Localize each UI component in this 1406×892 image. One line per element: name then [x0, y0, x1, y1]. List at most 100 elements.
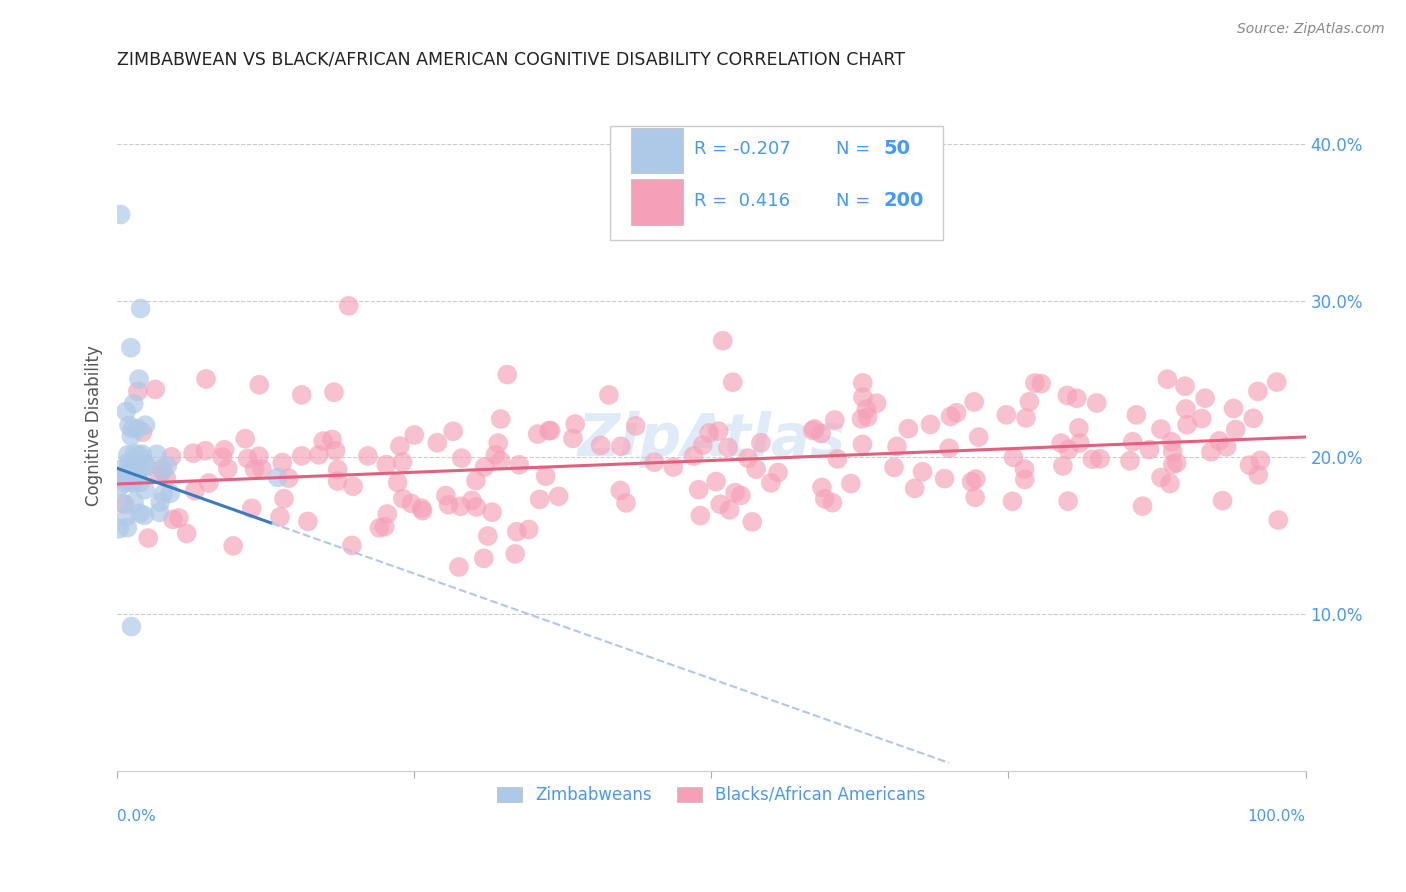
Point	[122, 397, 145, 411]
Point	[128, 506, 150, 520]
Point	[1119, 454, 1142, 468]
Point	[609, 483, 631, 498]
Point	[749, 435, 772, 450]
Point	[1175, 417, 1198, 432]
Point	[852, 376, 875, 390]
Text: N =: N =	[837, 140, 876, 158]
Point	[1208, 434, 1230, 448]
Point	[965, 491, 987, 505]
Point	[159, 486, 181, 500]
FancyBboxPatch shape	[630, 128, 683, 173]
Point	[643, 455, 665, 469]
Text: ZIMBABWEAN VS BLACK/AFRICAN AMERICAN COGNITIVE DISABILITY CORRELATION CHART: ZIMBABWEAN VS BLACK/AFRICAN AMERICAN COG…	[117, 51, 905, 69]
Point	[856, 409, 879, 424]
Point	[851, 437, 873, 451]
Point	[368, 521, 391, 535]
Y-axis label: Cognitive Disability: Cognitive Disability	[86, 345, 103, 507]
Point	[342, 479, 364, 493]
Point	[911, 465, 934, 479]
Point	[152, 465, 174, 479]
Point	[118, 418, 141, 433]
Point	[517, 523, 540, 537]
Point	[321, 433, 343, 447]
Point	[472, 551, 495, 566]
Point	[217, 462, 239, 476]
Point	[967, 430, 990, 444]
Point	[1174, 379, 1197, 393]
Point	[401, 496, 423, 510]
Point	[247, 377, 270, 392]
Point	[214, 442, 236, 457]
Point	[110, 479, 132, 493]
Point	[108, 522, 131, 536]
Point	[496, 368, 519, 382]
Point	[688, 483, 710, 497]
Point	[904, 481, 927, 495]
Point	[124, 446, 146, 460]
Point	[121, 422, 143, 436]
Point	[724, 485, 747, 500]
Point	[374, 519, 396, 533]
Point	[181, 446, 204, 460]
Point	[194, 443, 217, 458]
Point	[589, 438, 612, 452]
Point	[1001, 494, 1024, 508]
Point	[117, 448, 139, 462]
Point	[1267, 513, 1289, 527]
Point	[508, 458, 530, 472]
Point	[128, 372, 150, 386]
Point	[1150, 470, 1173, 484]
Point	[162, 512, 184, 526]
Text: 0.0%: 0.0%	[117, 809, 156, 823]
Point	[450, 499, 472, 513]
Point	[711, 334, 734, 348]
Point	[465, 474, 488, 488]
Point	[450, 451, 472, 466]
Point	[129, 301, 152, 316]
Point	[143, 383, 166, 397]
Point	[1088, 451, 1111, 466]
Point	[326, 462, 349, 476]
Point	[134, 508, 156, 523]
Point	[721, 375, 744, 389]
Point	[540, 424, 562, 438]
Text: 100.0%: 100.0%	[1247, 809, 1306, 823]
Point	[1225, 423, 1247, 437]
Point	[814, 491, 837, 506]
Point	[121, 458, 143, 473]
Point	[211, 450, 233, 465]
Point	[156, 458, 179, 473]
Point	[152, 487, 174, 501]
Point	[110, 472, 132, 486]
Point	[1125, 408, 1147, 422]
Point	[1150, 422, 1173, 436]
Point	[1018, 394, 1040, 409]
Point	[312, 434, 335, 449]
Point	[827, 451, 849, 466]
Point	[111, 496, 134, 510]
Point	[357, 449, 380, 463]
FancyBboxPatch shape	[630, 179, 683, 225]
Point	[1191, 411, 1213, 425]
Point	[135, 459, 157, 474]
Point	[337, 299, 360, 313]
Point	[1014, 462, 1036, 476]
Point	[115, 404, 138, 418]
Point	[1222, 401, 1244, 416]
Point	[1031, 376, 1053, 391]
Point	[537, 424, 560, 438]
Point	[1085, 396, 1108, 410]
Point	[717, 441, 740, 455]
Point	[121, 475, 143, 490]
Point	[1132, 499, 1154, 513]
Point	[184, 483, 207, 498]
Point	[122, 476, 145, 491]
Point	[236, 451, 259, 466]
Point	[273, 491, 295, 506]
Point	[124, 471, 146, 485]
Point	[160, 450, 183, 464]
Point	[707, 424, 730, 438]
Point	[121, 473, 143, 487]
Point	[766, 466, 789, 480]
Point	[115, 472, 138, 486]
